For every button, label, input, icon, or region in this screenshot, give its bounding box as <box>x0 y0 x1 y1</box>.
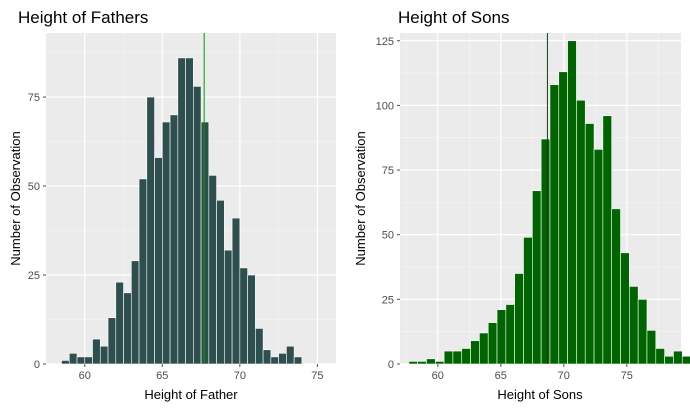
y-tick-label: 50 <box>382 230 394 242</box>
histogram-bar <box>408 361 418 365</box>
histogram-bar <box>549 84 560 365</box>
histogram-bar <box>208 175 217 365</box>
histogram-bar <box>92 338 101 365</box>
x-tick-label: 65 <box>495 370 507 382</box>
histogram-bar <box>216 199 225 365</box>
histogram-bar <box>61 360 70 365</box>
histogram-bar <box>426 358 436 365</box>
histogram-bar <box>162 121 171 365</box>
x-tick-label: 70 <box>234 370 246 382</box>
histogram-bar <box>487 322 498 365</box>
x-axis-label: Height of Father <box>144 387 238 402</box>
y-tick-label: 0 <box>34 359 40 371</box>
histogram-bar <box>247 274 256 365</box>
bars <box>408 40 690 365</box>
histogram-bar <box>593 149 604 365</box>
histogram-bar <box>629 286 639 365</box>
histogram-bar <box>193 86 202 365</box>
x-tick-label: 60 <box>432 370 444 382</box>
y-tick-label: 125 <box>376 36 394 48</box>
histogram-bar <box>68 353 78 365</box>
histogram-bar <box>123 292 132 365</box>
histogram-bar <box>138 178 148 365</box>
histogram-bar <box>558 71 568 365</box>
y-tick-label: 75 <box>28 92 40 104</box>
y-axis-label: Number of Observation <box>353 131 368 265</box>
histogram-bar <box>646 330 657 365</box>
y-tick-label: 75 <box>382 165 394 177</box>
histogram-bar <box>505 304 515 365</box>
histogram-bar <box>417 361 427 365</box>
histogram-bar <box>611 208 621 365</box>
histogram-bar <box>99 345 109 365</box>
y-tick-labels: 0 25 50 75 100 125 <box>376 36 400 371</box>
histogram-bar <box>200 121 210 365</box>
histogram-bar <box>452 350 463 365</box>
histogram-bar <box>655 348 665 365</box>
histogram-bar <box>130 260 140 365</box>
histogram-bar <box>637 299 648 365</box>
histogram-bar <box>84 356 93 365</box>
chart-fathers: Height of Fathers 60 65 70 75 0 25 50 75 Heigh… <box>8 8 336 402</box>
histogram-bar <box>231 217 241 365</box>
histogram-bar <box>514 273 524 365</box>
histogram-bar <box>540 138 551 365</box>
histogram-bar <box>576 99 586 365</box>
histogram-bar <box>262 349 272 365</box>
histogram-bar <box>620 252 630 365</box>
chart-title: Height of Fathers <box>18 8 148 27</box>
histogram-bar <box>664 355 674 365</box>
x-tick-label: 75 <box>621 370 633 382</box>
histogram-bar <box>293 356 303 365</box>
x-tick-label: 75 <box>311 370 323 382</box>
histogram-bar <box>107 317 117 365</box>
histogram-bar <box>255 328 264 365</box>
histogram-bar <box>146 96 155 365</box>
y-tick-label: 25 <box>28 270 40 282</box>
histogram-bar <box>567 40 577 365</box>
histogram-bar <box>532 190 542 365</box>
chart-sons: Height of Sons 60 65 70 75 0 25 50 75 100 125 He… <box>353 8 690 402</box>
x-tick-labels: 60 65 70 75 <box>432 364 633 382</box>
histogram-bar <box>177 57 186 365</box>
y-tick-labels: 0 25 50 75 <box>28 92 46 371</box>
histogram-bar <box>185 57 194 365</box>
histogram-bar <box>681 355 690 365</box>
histogram-bar <box>602 115 612 365</box>
bars <box>61 57 303 365</box>
histogram-bar <box>479 332 489 365</box>
y-tick-label: 50 <box>28 181 40 193</box>
histogram-bar <box>278 353 287 365</box>
y-tick-label: 100 <box>376 100 394 112</box>
histogram-bar <box>154 157 163 365</box>
x-tick-label: 60 <box>79 370 91 382</box>
x-tick-label: 65 <box>156 370 168 382</box>
histogram-bar <box>496 309 507 365</box>
histogram-bar <box>434 361 445 365</box>
histogram-bar <box>115 281 124 365</box>
histogram-bar <box>239 267 248 365</box>
histogram-bar <box>673 350 683 365</box>
histogram-bar <box>523 236 533 365</box>
histogram-bar <box>76 356 86 365</box>
histogram-bar <box>584 123 595 365</box>
y-tick-label: 0 <box>388 359 394 371</box>
x-tick-labels: 60 65 70 75 <box>79 364 324 382</box>
histogram-bar <box>224 249 233 365</box>
histogram-bar <box>470 340 480 365</box>
histogram-bar <box>169 114 179 365</box>
histogram-bar <box>461 348 471 365</box>
y-axis-label: Number of Observation <box>8 131 23 265</box>
histogram-bar <box>443 350 454 365</box>
x-tick-label: 70 <box>558 370 570 382</box>
histogram-bar <box>270 356 279 365</box>
chart-title: Height of Sons <box>398 8 510 27</box>
x-axis-label: Height of Sons <box>497 387 583 402</box>
histogram-bar <box>286 345 295 365</box>
y-tick-label: 25 <box>382 294 394 306</box>
